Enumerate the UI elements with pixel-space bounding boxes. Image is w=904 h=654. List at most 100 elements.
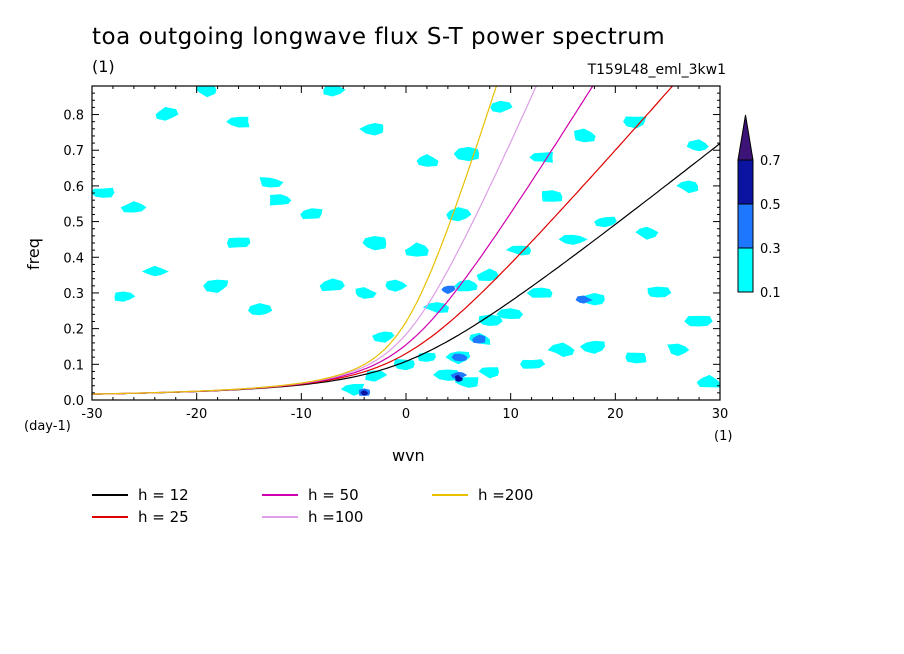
contour-region <box>422 302 449 313</box>
x-tick-label: -20 <box>186 407 207 422</box>
contour-region <box>393 358 415 371</box>
contour-region <box>574 128 596 143</box>
contour-region <box>541 190 563 202</box>
contour-region <box>496 308 524 319</box>
contour-region <box>526 287 553 298</box>
contour-region <box>505 245 531 256</box>
contour-region <box>226 116 250 128</box>
colorbar-segment <box>737 203 754 249</box>
contour-region <box>92 187 115 198</box>
contour-region <box>547 342 575 357</box>
contour-region <box>575 295 593 304</box>
contour-region <box>372 331 395 343</box>
chart-title: toa outgoing longwave flux S-T power spe… <box>92 24 666 50</box>
contour-region <box>359 123 384 136</box>
y-tick-label: 0.0 <box>63 394 84 409</box>
series-line <box>92 86 498 395</box>
legend-swatch <box>92 494 128 496</box>
contour-region <box>455 374 464 382</box>
y-tick-label: 0.5 <box>63 216 84 231</box>
contour-region <box>472 334 486 344</box>
x-tick-label: 30 <box>712 407 729 422</box>
contour-region <box>155 107 179 121</box>
run-label: T159L48_eml_3kw1 <box>587 62 726 78</box>
y-tick-label: 0.4 <box>63 251 84 266</box>
contour-region <box>635 226 659 240</box>
contour-region <box>319 278 345 292</box>
contour-region <box>623 116 647 129</box>
contour-region <box>478 314 503 326</box>
y-tick-label: 0.1 <box>63 358 84 373</box>
contour-region <box>476 268 499 281</box>
legend-swatch <box>262 494 298 496</box>
y-tick-label: 0.7 <box>63 144 84 159</box>
contour-region <box>451 353 468 362</box>
y-tick-label: 0.8 <box>63 109 84 124</box>
dispersion-curves <box>92 86 720 395</box>
legend-label: h =100 <box>308 508 364 526</box>
y-tick-label: 0.3 <box>63 287 84 302</box>
contour-region <box>454 279 478 292</box>
series-line <box>92 86 594 395</box>
y-tick-label: 0.2 <box>63 323 84 338</box>
contour-region <box>478 367 499 379</box>
contour-region <box>404 242 429 257</box>
contour-region <box>417 352 436 362</box>
colorbar-label: 0.5 <box>760 198 781 213</box>
chart-subtitle: (1) <box>92 57 115 76</box>
contour-region <box>362 236 387 251</box>
colorbar-label: 0.7 <box>760 154 781 169</box>
colorbar: 0.1 0.3 0.5 0.7 <box>737 114 781 301</box>
contour-region <box>141 265 169 277</box>
legend-label: h = 50 <box>308 486 359 504</box>
contour-region <box>195 86 217 98</box>
contour-region <box>490 100 513 113</box>
contour-region <box>686 139 709 152</box>
contour-layer <box>92 86 720 396</box>
contour-region <box>416 154 439 167</box>
contour-region <box>625 352 647 364</box>
contour-region <box>696 374 720 388</box>
x-tick-label: -10 <box>291 407 312 422</box>
contour-region <box>667 343 690 357</box>
x-tick-label: 10 <box>502 407 519 422</box>
contour-region <box>360 390 369 396</box>
contour-region <box>676 180 699 194</box>
contour-region <box>300 208 323 219</box>
x-axis-label: wvn <box>392 446 425 465</box>
legend-swatch <box>262 516 298 518</box>
contour-region <box>684 315 713 327</box>
contour-region <box>385 279 408 292</box>
colorbar-segment <box>737 247 754 293</box>
contour-region <box>226 237 251 248</box>
contour-region <box>433 369 459 381</box>
contour-region <box>529 151 553 163</box>
x-tick-label: 20 <box>607 407 624 422</box>
contour-region <box>259 177 284 188</box>
contour-region <box>647 286 672 298</box>
y-tick-label: 0.6 <box>63 180 84 195</box>
contour-region <box>579 340 605 354</box>
contour-region <box>114 291 136 302</box>
contour-region <box>365 370 388 382</box>
contour-region <box>520 359 546 369</box>
contour-region <box>446 207 472 222</box>
y-axis-unit: (day-1) <box>24 419 71 434</box>
contour-region <box>323 86 346 97</box>
contour-region <box>340 383 365 396</box>
contour-region <box>203 279 229 293</box>
colorbar-extend-arrow <box>737 114 754 161</box>
contour-region <box>355 287 377 299</box>
contour-region <box>441 285 456 295</box>
legend-swatch <box>432 494 468 496</box>
contour-region <box>248 303 273 316</box>
legend-label: h = 25 <box>138 508 189 526</box>
legend-label: h =200 <box>478 486 534 504</box>
x-tick-label: 0 <box>402 407 410 422</box>
x-axis-unit: (1) <box>714 429 733 444</box>
contour-region <box>594 216 617 228</box>
colorbar-label: 0.1 <box>760 286 781 301</box>
x-tick-label: -30 <box>81 407 102 422</box>
legend-label: h = 12 <box>138 486 189 504</box>
